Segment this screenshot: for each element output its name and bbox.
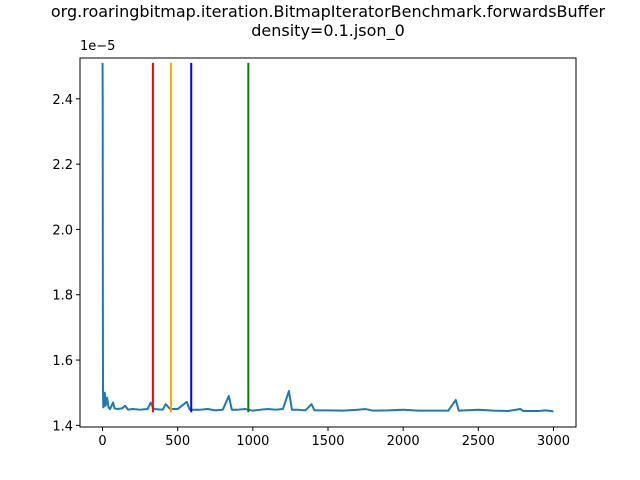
y-tick-label: 2.2 xyxy=(52,158,73,173)
y-tick-label: 2.0 xyxy=(52,223,73,238)
y-axis: 1.4 1.6 1.8 2.0 2.2 2.4 xyxy=(52,93,80,434)
series-line-0 xyxy=(101,62,554,413)
chart-title: org.roaringbitmap.iteration.BitmapIterat… xyxy=(50,2,606,21)
axes-frame xyxy=(79,57,577,428)
x-tick-label: 2500 xyxy=(462,434,495,449)
y-tick-label: 1.6 xyxy=(52,354,73,369)
chart-subtitle: density=0.1.json_0 xyxy=(251,21,405,40)
x-tick-label: 1500 xyxy=(311,434,344,449)
y-axis-offset-label: 1e−5 xyxy=(80,39,116,54)
x-tick-label: 3000 xyxy=(537,434,570,449)
x-tick-label: 0 xyxy=(98,434,106,449)
x-tick-label: 500 xyxy=(165,434,190,449)
y-tick-label: 2.4 xyxy=(52,93,73,108)
plot-content xyxy=(101,62,554,413)
x-tick-label: 1000 xyxy=(236,434,269,449)
x-tick-label: 2000 xyxy=(387,434,420,449)
y-tick-label: 1.4 xyxy=(52,419,73,434)
y-tick-label: 1.8 xyxy=(52,289,73,304)
x-axis: 0 500 1000 1500 2000 2500 3000 xyxy=(98,427,570,449)
